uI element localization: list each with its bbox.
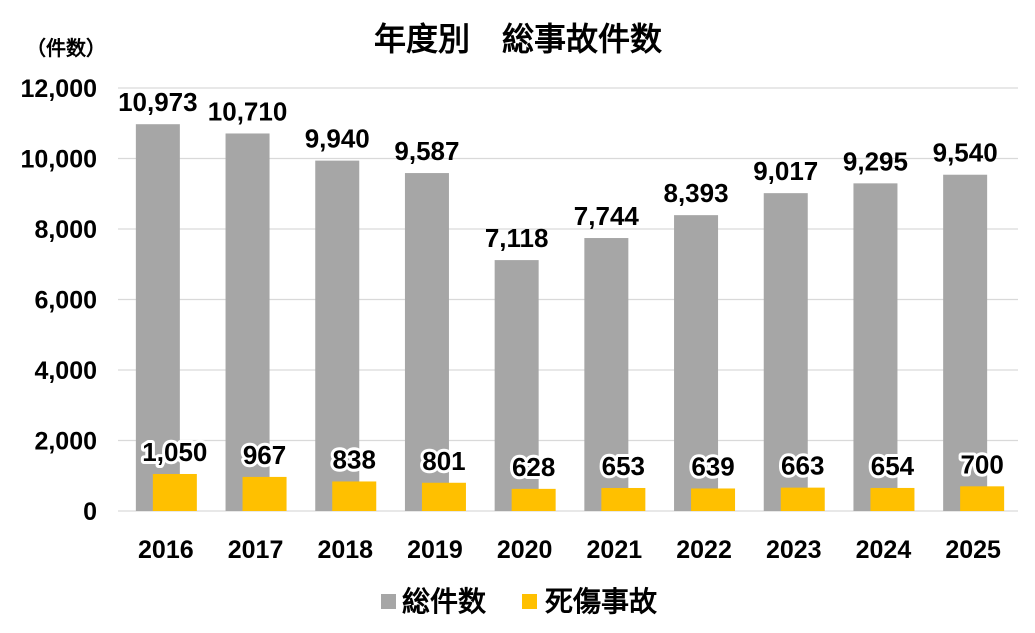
x-tick-label: 2020 — [497, 536, 553, 564]
x-tick-label: 2023 — [766, 536, 822, 564]
bar-casualty-2017 — [242, 476, 287, 511]
legend-item-casualty: 死傷事故 — [522, 586, 657, 617]
bar-total-2022 — [674, 215, 719, 512]
data-label-total-2022: 8,393 — [664, 178, 729, 208]
data-label-total-2023: 9,017 — [753, 156, 818, 186]
bar-total-2020 — [494, 260, 539, 511]
y-tick-label: 8,000 — [34, 216, 97, 244]
data-label-casualty-2024: 654 — [871, 451, 915, 481]
data-label-total-2020: 7,118 — [485, 223, 549, 253]
data-label-total-2016: 10,973 — [118, 87, 198, 117]
data-labels: 10,973 10,710 9,940 9,587 7,118 7,744 8,393 9,0… — [118, 87, 1007, 485]
bar-total-2019 — [404, 173, 449, 512]
data-label-total-2021: 7,744 — [574, 201, 640, 231]
x-tick-label: 2016 — [138, 536, 194, 564]
legend-swatch-total — [381, 594, 396, 609]
y-axis-label: （件数） — [26, 36, 106, 60]
legend-label-total: 総件数 — [402, 585, 487, 617]
data-label-total-2017: 10,710 — [208, 96, 288, 126]
y-tick-label: 0 — [83, 498, 97, 526]
data-label-casualty-2018: 838 — [333, 444, 376, 474]
y-axis-ticks: 0 2,000 4,000 6,000 8,000 10,000 12,000 — [21, 75, 97, 526]
x-tick-label: 2018 — [317, 536, 373, 564]
bar-casualty-2022 — [691, 488, 736, 511]
data-label-total-2024: 9,295 — [843, 146, 908, 176]
legend-swatch-casualty — [522, 594, 537, 609]
y-tick-label: 10,000 — [21, 146, 97, 174]
y-tick-label: 2,000 — [34, 428, 97, 456]
bar-total-2024 — [853, 183, 898, 511]
x-tick-label: 2017 — [228, 536, 284, 564]
x-tick-label: 2025 — [945, 536, 1001, 564]
data-label-total-2025: 9,540 — [933, 138, 998, 168]
data-label-casualty-2020: 628 — [512, 452, 555, 482]
data-label-casualty-2023: 663 — [781, 451, 824, 481]
chart-title: 年度別 総事故件数 — [374, 21, 663, 57]
data-label-total-2018: 9,940 — [305, 124, 370, 154]
y-tick-label: 6,000 — [34, 287, 97, 315]
bar-casualty-2024 — [870, 487, 915, 511]
bar-casualty-2020 — [511, 488, 556, 511]
data-label-total-2019: 9,587 — [394, 136, 459, 166]
data-label-casualty-2025: 700 — [960, 449, 1003, 479]
bar-casualty-2018 — [332, 481, 377, 511]
data-label-casualty-2022: 639 — [691, 451, 734, 481]
x-tick-label: 2024 — [856, 536, 912, 564]
y-tick-label: 4,000 — [34, 357, 97, 385]
bar-total-2021 — [584, 238, 629, 512]
bar-total-2023 — [763, 193, 808, 511]
bar-total-2017 — [225, 133, 270, 511]
y-tick-label: 12,000 — [21, 75, 97, 103]
bar-casualty-2016 — [152, 473, 197, 511]
bar-total-2016 — [135, 124, 180, 511]
data-label-casualty-2019: 801 — [422, 446, 465, 476]
data-label-casualty-2016: 1,050 — [142, 437, 207, 467]
x-tick-label: 2019 — [407, 536, 463, 564]
legend-item-total: 総件数 — [381, 585, 487, 617]
bar-casualty-2023 — [780, 487, 825, 511]
data-label-casualty-2021: 653 — [602, 451, 645, 481]
bar-casualty-2021 — [601, 487, 646, 511]
x-tick-label: 2022 — [676, 536, 732, 564]
data-label-casualty-2017: 967 — [243, 440, 286, 470]
bar-casualty-2025 — [960, 486, 1005, 511]
x-axis-ticks: 2016 2017 2018 2019 2020 2021 2022 2023 2024 2025 — [138, 536, 1001, 564]
bar-total-2018 — [315, 160, 360, 512]
x-tick-label: 2021 — [587, 536, 643, 564]
legend-label-casualty: 死傷事故 — [545, 586, 657, 617]
bars — [135, 124, 1005, 512]
bar-total-2025 — [943, 174, 988, 511]
legend: 総件数 死傷事故 — [381, 585, 657, 617]
bar-casualty-2019 — [421, 482, 466, 511]
